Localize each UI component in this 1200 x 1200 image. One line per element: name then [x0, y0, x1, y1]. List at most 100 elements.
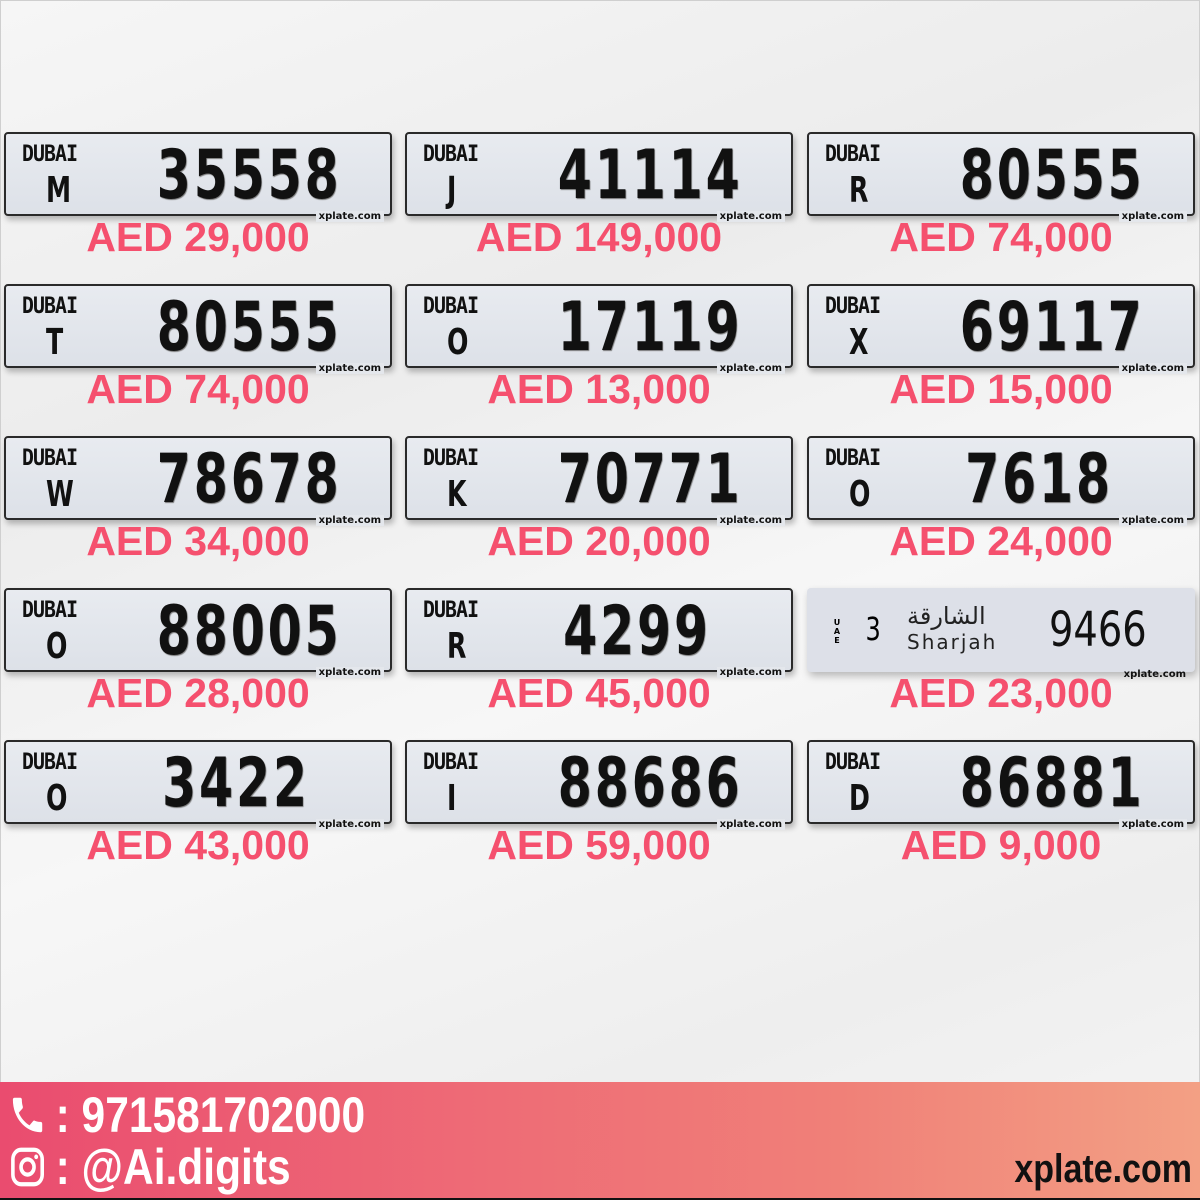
license-plate: DUBAI O 7618 xplate.com	[807, 436, 1195, 526]
dubai-logo: DUBAI	[423, 142, 479, 167]
plate-code: 3	[865, 610, 881, 648]
plate-price: AED 74,000	[889, 214, 1113, 260]
plate-listing[interactable]: DUBAI R 4299 xplate.com AED 45,000	[405, 588, 793, 728]
plate-listing[interactable]: DUBAI M 35558 xplate.com AED 29,000	[4, 132, 392, 272]
license-plate: DUBAI W 78678 xplate.com	[4, 436, 392, 526]
plate-price: AED 9,000	[900, 822, 1102, 868]
site-name[interactable]: xplate.com	[1014, 1147, 1192, 1191]
plate-listing[interactable]: DUBAI K 70771 xplate.com AED 20,000	[405, 436, 793, 576]
plate-price: AED 29,000	[86, 214, 310, 260]
license-plate: DUBAI O 17119 xplate.com	[405, 284, 793, 374]
dubai-logo: DUBAI	[423, 750, 479, 775]
plate-price: AED 23,000	[889, 670, 1113, 716]
watermark: xplate.com	[1123, 669, 1186, 680]
plate-price: AED 43,000	[86, 822, 310, 868]
watermark: xplate.com	[1118, 515, 1187, 526]
plate-price: AED 20,000	[487, 518, 711, 564]
license-plate: DUBAI X 69117 xplate.com	[807, 284, 1195, 374]
watermark: xplate.com	[1118, 211, 1187, 222]
plate-code: R	[849, 170, 869, 211]
plate-number: 80555	[156, 288, 342, 367]
plate-listing[interactable]: UAE 3 الشارقة Sharjah 9466 xplate.com AE…	[807, 588, 1195, 728]
plate-price: AED 45,000	[487, 670, 711, 716]
plate-number: 17119	[557, 288, 743, 367]
plate-number: 4299	[563, 592, 711, 671]
instagram-handle[interactable]: : @Ai.digits	[55, 1139, 291, 1195]
phone-line: : 971581702000	[8, 1086, 365, 1144]
dubai-logo: DUBAI	[22, 598, 78, 623]
plate-price: AED 28,000	[86, 670, 310, 716]
plate-number: 80555	[959, 136, 1145, 215]
plate-listing[interactable]: DUBAI D 86881 xplate.com AED 9,000	[807, 740, 1195, 880]
phone-number[interactable]: : 971581702000	[55, 1087, 366, 1143]
plate-number: 69117	[959, 288, 1145, 367]
watermark: xplate.com	[315, 667, 384, 678]
license-plate: DUBAI D 86881 xplate.com	[807, 740, 1195, 830]
plate-price: AED 149,000	[475, 214, 723, 260]
instagram-icon	[11, 1147, 45, 1187]
plate-code: K	[447, 474, 467, 515]
emirate-arabic: الشارقة	[907, 602, 986, 630]
plate-listing[interactable]: DUBAI O 3422 xplate.com AED 43,000	[4, 740, 392, 880]
plate-listing[interactable]: DUBAI W 78678 xplate.com AED 34,000	[4, 436, 392, 576]
dubai-logo: DUBAI	[22, 446, 78, 471]
watermark: xplate.com	[1118, 363, 1187, 374]
plate-number: 86881	[959, 744, 1145, 823]
license-plate: DUBAI O 88005 xplate.com	[4, 588, 392, 678]
plate-price: AED 15,000	[889, 366, 1113, 412]
license-plate: DUBAI J 41114 xplate.com	[405, 132, 793, 222]
dubai-logo: DUBAI	[423, 446, 479, 471]
license-plate: DUBAI I 88686 xplate.com	[405, 740, 793, 830]
plate-number: 3422	[162, 744, 310, 823]
license-plate: UAE 3 الشارقة Sharjah 9466 xplate.com	[807, 588, 1195, 680]
plate-listing[interactable]: DUBAI R 80555 xplate.com AED 74,000	[807, 132, 1195, 272]
instagram-line: : @Ai.digits	[8, 1138, 291, 1196]
plate-code: D	[849, 778, 870, 819]
plate-price: AED 59,000	[487, 822, 711, 868]
plate-code: O	[447, 322, 469, 363]
country-code: UAE	[833, 618, 841, 645]
plate-listing[interactable]: DUBAI O 88005 xplate.com AED 28,000	[4, 588, 392, 728]
plate-price: AED 24,000	[889, 518, 1113, 564]
plate-listing[interactable]: DUBAI X 69117 xplate.com AED 15,000	[807, 284, 1195, 424]
plate-listing[interactable]: DUBAI J 41114 xplate.com AED 149,000	[405, 132, 793, 272]
plate-code: O	[849, 474, 871, 515]
license-plate: DUBAI M 35558 xplate.com	[4, 132, 392, 222]
plate-number: 78678	[156, 440, 342, 519]
plate-number: 7618	[965, 440, 1113, 519]
watermark: xplate.com	[315, 211, 384, 222]
watermark: xplate.com	[315, 363, 384, 374]
plate-listing[interactable]: DUBAI T 80555 xplate.com AED 74,000	[4, 284, 392, 424]
emirate-name: Sharjah	[907, 630, 998, 654]
phone-icon	[12, 1097, 43, 1133]
dubai-logo: DUBAI	[22, 750, 78, 775]
plate-number: 88005	[156, 592, 342, 671]
plate-code: T	[46, 322, 64, 363]
contact-footer: : 971581702000 : @Ai.digits xplate.com	[0, 1082, 1200, 1200]
plate-code: O	[46, 778, 68, 819]
watermark: xplate.com	[716, 667, 785, 678]
plate-code: J	[447, 170, 457, 211]
plate-price: AED 34,000	[86, 518, 310, 564]
plate-listing[interactable]: DUBAI I 88686 xplate.com AED 59,000	[405, 740, 793, 880]
dubai-logo: DUBAI	[423, 294, 479, 319]
license-plate: DUBAI R 4299 xplate.com	[405, 588, 793, 678]
plate-number: 35558	[156, 136, 342, 215]
plate-number: 70771	[557, 440, 743, 519]
watermark: xplate.com	[716, 211, 785, 222]
plate-number: 41114	[557, 136, 743, 215]
plate-code: X	[849, 322, 869, 363]
dubai-logo: DUBAI	[825, 446, 881, 471]
plate-code: M	[46, 170, 72, 211]
watermark: xplate.com	[716, 515, 785, 526]
watermark: xplate.com	[315, 819, 384, 830]
plate-listing[interactable]: DUBAI O 17119 xplate.com AED 13,000	[405, 284, 793, 424]
license-plate: DUBAI O 3422 xplate.com	[4, 740, 392, 830]
plate-listing[interactable]: DUBAI O 7618 xplate.com AED 24,000	[807, 436, 1195, 576]
watermark: xplate.com	[716, 363, 785, 374]
dubai-logo: DUBAI	[22, 142, 78, 167]
watermark: xplate.com	[716, 819, 785, 830]
plate-code: R	[447, 626, 467, 667]
watermark: xplate.com	[315, 515, 384, 526]
plate-price: AED 74,000	[86, 366, 310, 412]
